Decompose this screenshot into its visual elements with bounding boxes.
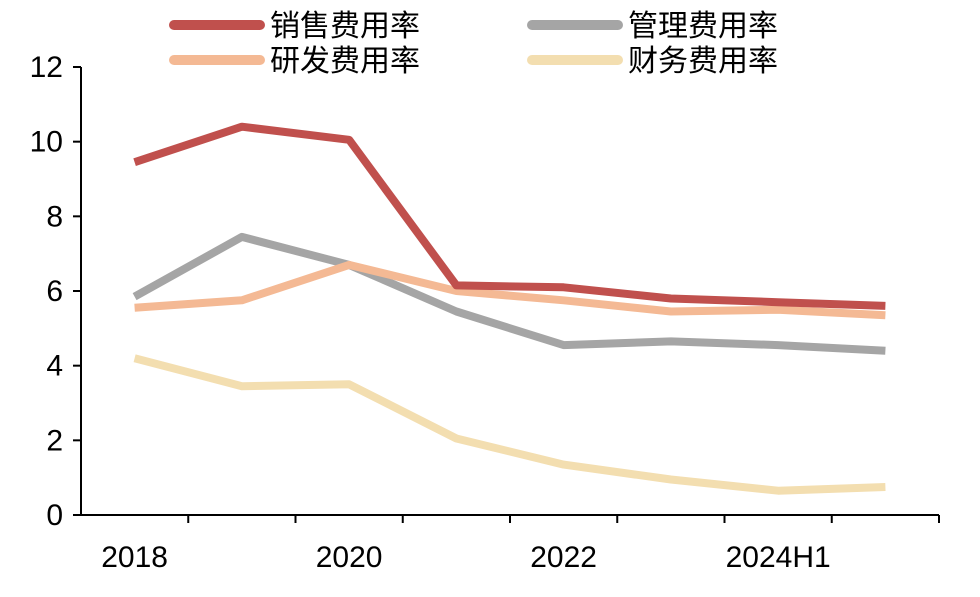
y-tick-label: 4 — [46, 350, 63, 383]
series-line-1 — [132, 232, 886, 355]
legend-label-0: 销售费用率 — [270, 9, 420, 44]
legend-label-3: 财务费用率 — [628, 44, 778, 79]
y-tick-label: 12 — [30, 51, 63, 84]
y-tick-label: 6 — [46, 275, 63, 308]
series-line-2 — [134, 260, 886, 320]
legend-label-2: 研发费用率 — [270, 44, 420, 79]
y-tick-label: 2 — [46, 424, 63, 457]
y-tick-label: 10 — [30, 126, 63, 159]
y-tick-label: 0 — [46, 499, 63, 532]
series-line-0 — [133, 122, 886, 310]
legend-label-1: 管理费用率 — [628, 9, 778, 44]
series-layer — [132, 122, 886, 495]
axes: 0 2 4 6 8 10 12 2018 2020 2022 2024H1 — [30, 51, 940, 574]
x-tick-label: 2020 — [316, 541, 383, 574]
x-tick-label: 2022 — [530, 541, 597, 574]
series-line-3 — [133, 354, 886, 495]
y-tick-label: 8 — [46, 200, 63, 233]
x-tick-label: 2024H1 — [726, 541, 831, 574]
x-tick-label: 2018 — [101, 541, 168, 574]
